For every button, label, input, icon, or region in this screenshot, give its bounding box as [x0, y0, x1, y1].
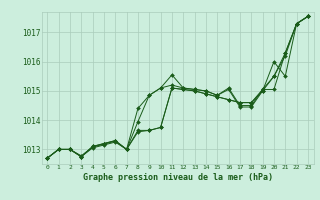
- X-axis label: Graphe pression niveau de la mer (hPa): Graphe pression niveau de la mer (hPa): [83, 173, 273, 182]
